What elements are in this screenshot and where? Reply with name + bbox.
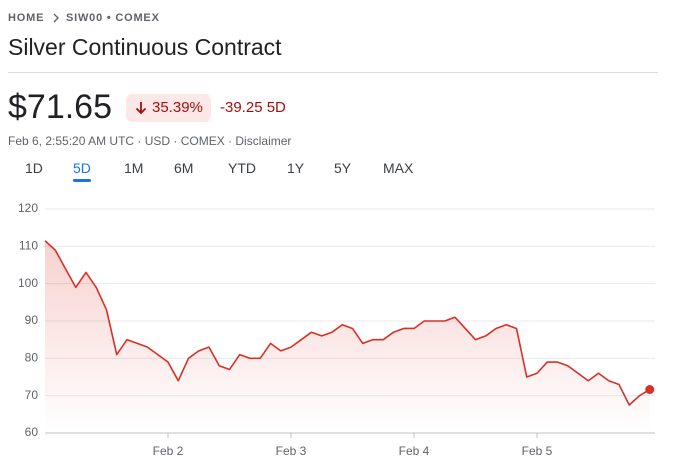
breadcrumb-home[interactable]: HOME: [8, 12, 45, 24]
range-tab[interactable]: 5D: [73, 160, 91, 182]
x-tick-label: Feb 5: [522, 444, 553, 458]
divider: [8, 72, 658, 73]
y-tick-label: 110: [19, 239, 38, 253]
range-tab[interactable]: 6M: [174, 160, 194, 176]
x-tick-label: Feb 3: [276, 444, 307, 458]
chevron-icon: [53, 13, 59, 23]
change-percent: 35.39%: [152, 99, 203, 116]
change: -39.25: [220, 99, 263, 116]
quote-info: Feb 6, 2:55:20 AM UTC · USD · COMEX · Di…: [8, 134, 292, 148]
y-tick-label: 80: [25, 351, 39, 365]
change-badge: 35.39%: [126, 94, 211, 122]
x-tick-label: Feb 4: [399, 444, 430, 458]
range-tab[interactable]: 1M: [124, 160, 144, 176]
y-tick-label: 120: [18, 201, 38, 215]
y-tick-label: 70: [25, 388, 39, 402]
range-tab[interactable]: YTD: [228, 160, 256, 176]
area: [45, 240, 650, 433]
x-tick-label: Feb 2: [153, 444, 184, 458]
page-title: Silver Continuous Contract: [8, 34, 282, 60]
breadcrumb-symbol[interactable]: SIW00 • COMEX: [66, 12, 160, 24]
price-line: [44, 240, 651, 406]
price: $71.65: [8, 88, 112, 126]
last-point: [645, 385, 655, 395]
range-tab[interactable]: 5Y: [334, 160, 352, 176]
period: 5D: [266, 99, 286, 116]
range-tab[interactable]: 1D: [25, 160, 43, 176]
y-tick-label: 90: [25, 313, 39, 327]
y-tick-label: 100: [18, 276, 38, 290]
down-arrow-icon: [135, 102, 147, 115]
y-tick-label: 60: [25, 425, 39, 439]
range-tab[interactable]: MAX: [383, 160, 414, 176]
change-line: -39.25 5D: [220, 99, 286, 116]
tab-underline: [73, 179, 91, 182]
chart: 60 70 80 90 100 110 120 Feb 2 Feb 3 Feb 4 Feb 5: [18, 201, 655, 458]
range-tab[interactable]: 1Y: [287, 160, 305, 176]
